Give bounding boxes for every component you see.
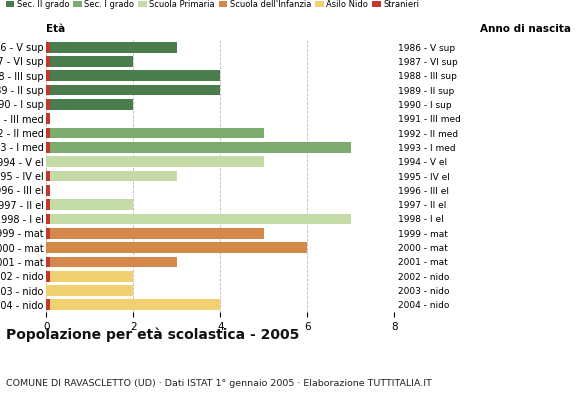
Text: COMUNE DI RAVASCLETTO (UD) · Dati ISTAT 1° gennaio 2005 · Elaborazione TUTTITALI: COMUNE DI RAVASCLETTO (UD) · Dati ISTAT … [6,379,432,388]
Text: Popolazione per età scolastica - 2005: Popolazione per età scolastica - 2005 [6,328,299,342]
Bar [46,300,220,310]
Legend: Sec. II grado, Sec. I grado, Scuola Primaria, Scuola dell'Infanzia, Asilo Nido, : Sec. II grado, Sec. I grado, Scuola Prim… [6,0,419,9]
Bar [46,256,177,267]
Bar [46,142,50,153]
Bar [46,156,264,167]
Bar [46,99,50,110]
Bar [46,99,133,110]
Bar [46,128,50,138]
Bar [46,70,220,81]
Bar [46,256,50,267]
Text: Età: Età [46,24,66,34]
Bar [46,285,133,296]
Bar [46,56,133,67]
Bar [46,199,133,210]
Bar [46,171,50,181]
Bar [46,242,307,253]
Bar [46,42,50,52]
Bar [46,85,50,96]
Bar [46,85,220,96]
Text: Anno di nascita: Anno di nascita [480,24,571,34]
Bar [46,228,50,239]
Bar [46,271,50,282]
Bar [46,214,50,224]
Bar [46,128,264,138]
Bar [46,142,351,153]
Bar [46,271,133,282]
Bar [46,56,50,67]
Bar [46,214,351,224]
Bar [46,113,50,124]
Bar [46,300,50,310]
Bar [46,42,177,52]
Bar [46,199,50,210]
Bar [46,70,50,81]
Bar [46,228,264,239]
Bar [46,171,177,181]
Bar [46,185,50,196]
